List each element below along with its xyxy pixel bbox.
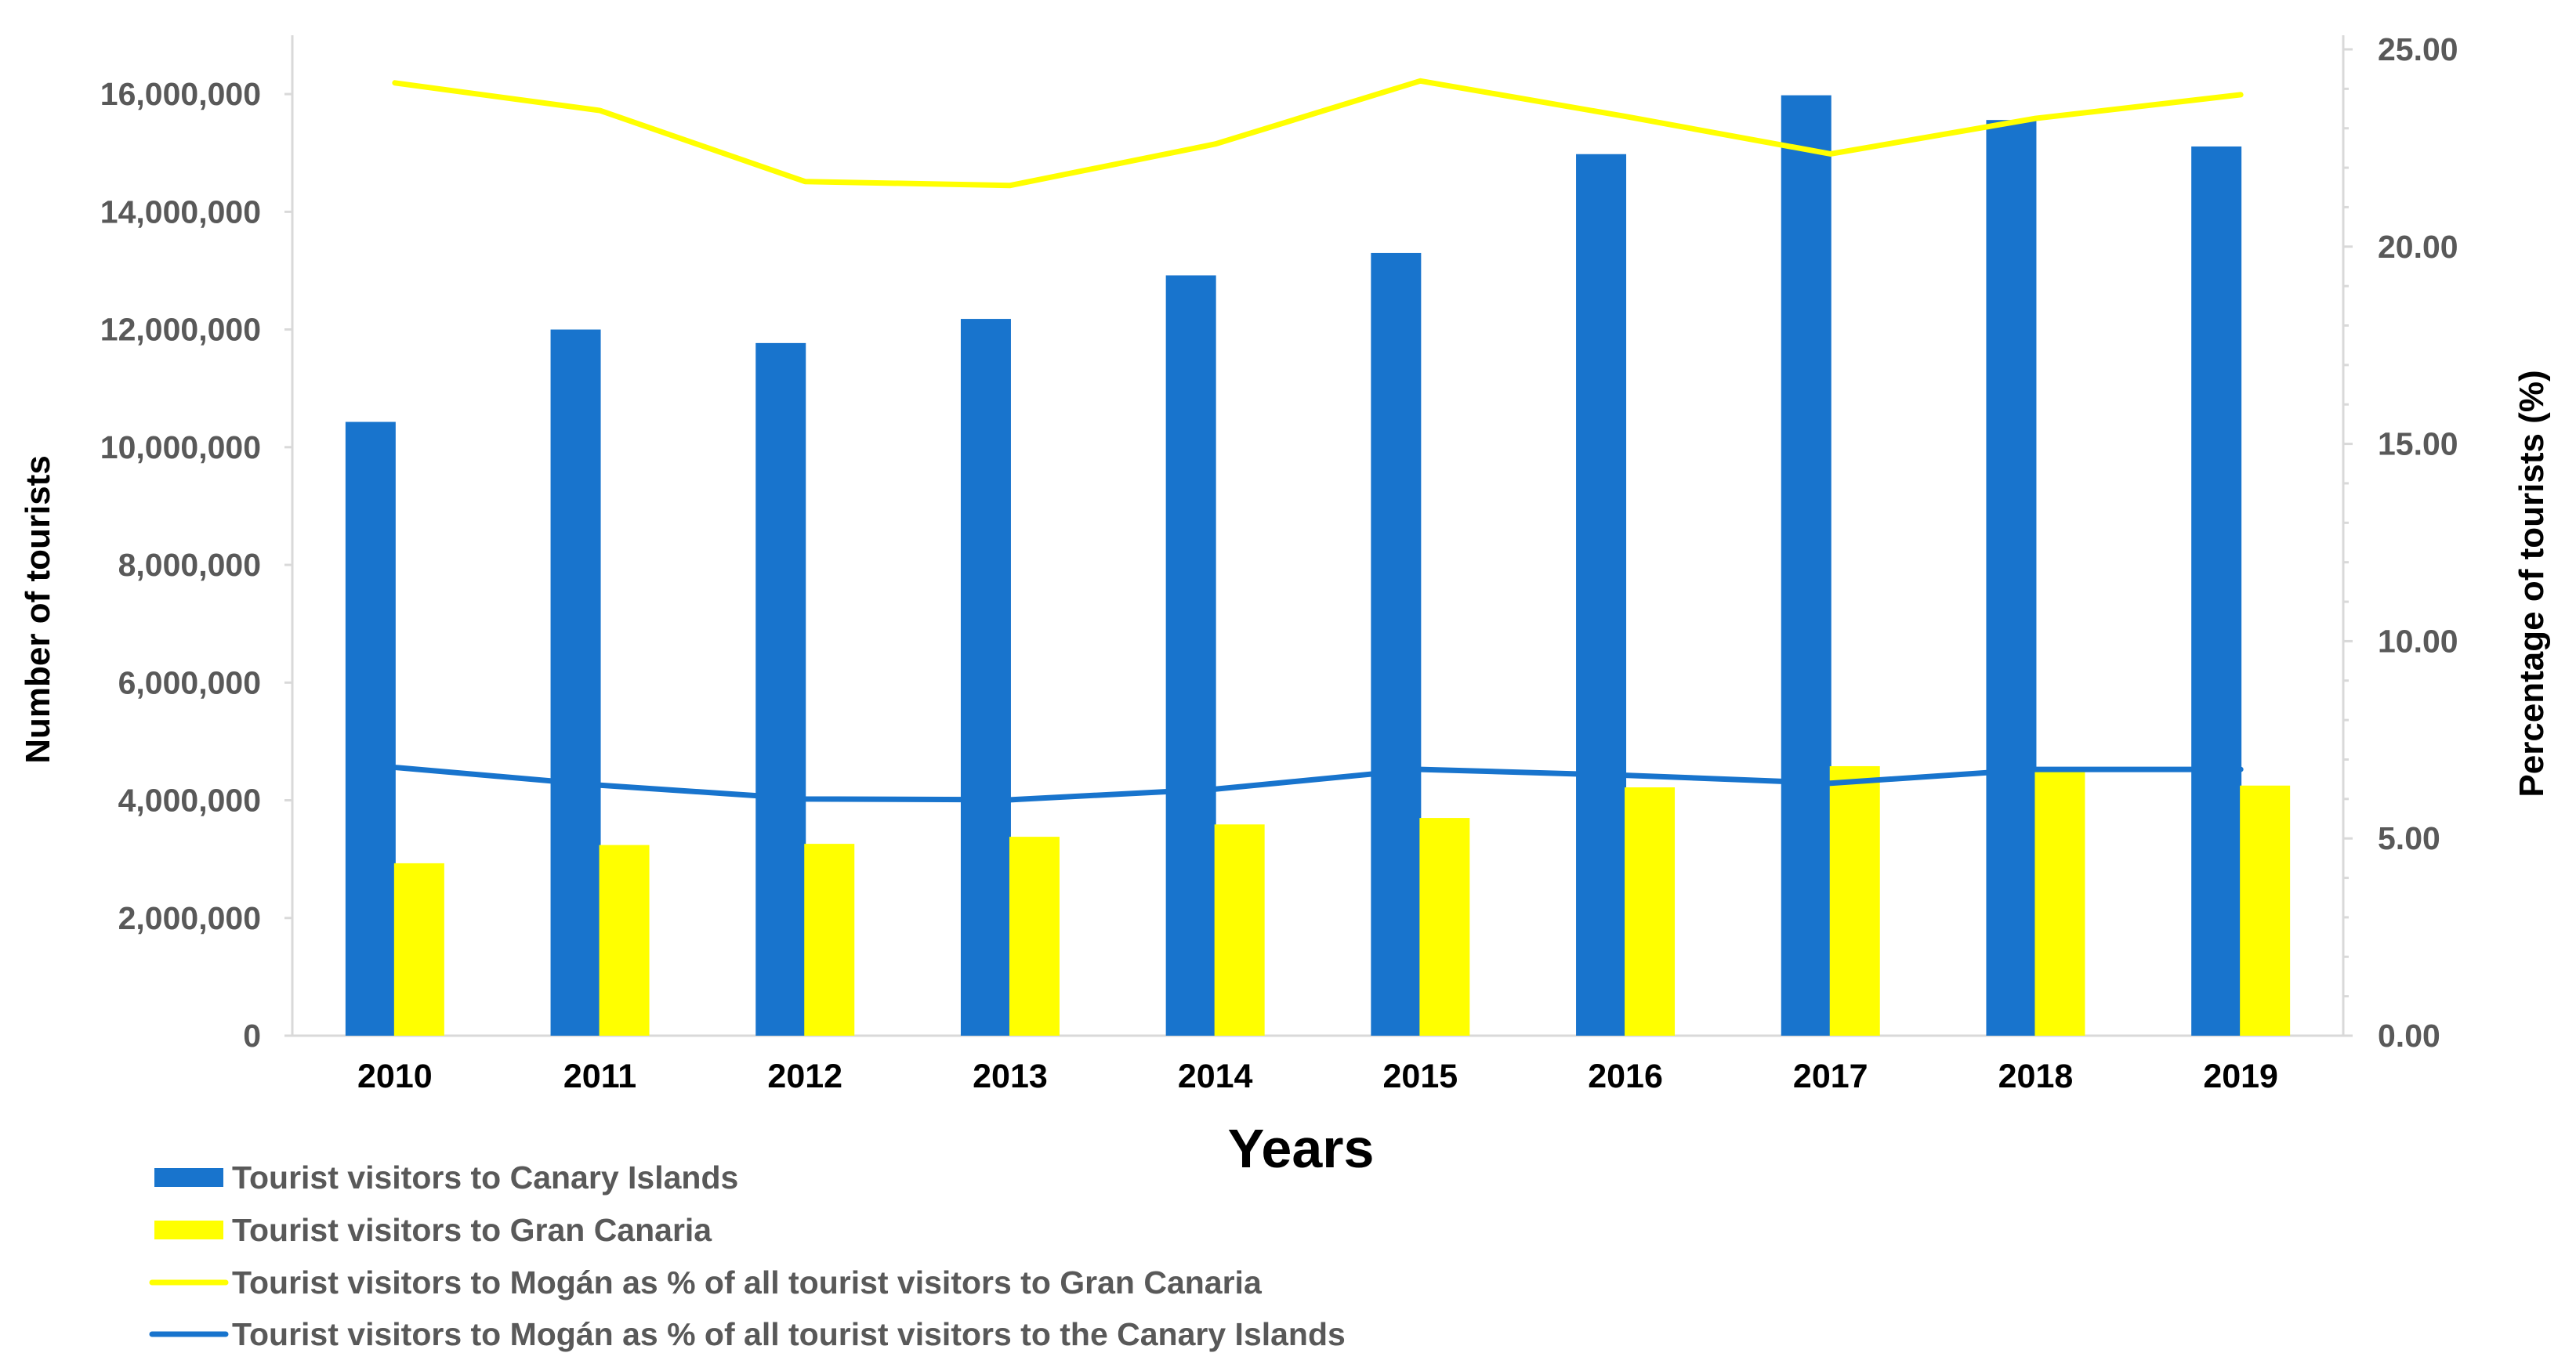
x-tick-label: 2012 [767,1058,842,1095]
x-axis-ticks: 2010 2011 2012 2013 2014 2015 2016 2017 2018 2019 [357,1058,2278,1095]
x-tick-label: 2013 [973,1058,1048,1095]
x-tick-label: 2016 [1588,1058,1663,1095]
bar-gran-canaria-2014 [1214,824,1265,1036]
left-tick-label: 6,000,000 [118,664,261,700]
bar-canary-islands-2010 [345,421,396,1036]
right-axis-ticks: 0.00 5.00 10.00 15.00 20.00 25.00 [2343,31,2458,1054]
bar-canary-islands-2015 [1371,252,1422,1036]
x-tick-label: 2010 [357,1058,433,1095]
x-axis-title: Years [1228,1118,1375,1179]
legend-label: Tourist visitors to Mogán as % of all to… [232,1316,1346,1352]
y-axis-title: Number of tourists [19,455,57,764]
right-tick-label: 0.00 [2378,1018,2440,1054]
line-mogan-pct-gran-canaria [392,78,2244,189]
bar-canary-islands-2018 [1986,120,2037,1036]
left-tick-label: 2,000,000 [118,900,261,936]
bar-gran-canaria-2010 [393,863,444,1036]
bar-gran-canaria-2019 [2240,785,2291,1036]
bar-gran-canaria-2017 [1829,765,1880,1036]
y2-axis-title: Percentage of tourists (%) [2513,370,2551,797]
bar-gran-canaria-2011 [599,845,650,1036]
bar-canary-islands-2016 [1576,154,1627,1036]
left-tick-label: 12,000,000 [100,312,261,348]
bar-canary-islands-2013 [960,319,1011,1036]
right-tick-label: 20.00 [2378,229,2458,265]
legend-swatch-bar [154,1168,223,1187]
x-tick-label: 2019 [2203,1058,2278,1095]
x-tick-label: 2011 [563,1058,636,1095]
legend-swatch-bar [154,1221,223,1239]
left-tick-label: 0 [243,1018,261,1054]
lines [392,78,2244,803]
bar-gran-canaria-2018 [2034,770,2085,1036]
right-tick-label: 10.00 [2378,623,2458,659]
bar-gran-canaria-2012 [804,844,855,1036]
legend-label: Tourist visitors to Gran Canaria [232,1212,712,1248]
bar-gran-canaria-2013 [1009,837,1060,1036]
left-tick-label: 14,000,000 [100,194,261,230]
bar-gran-canaria-2015 [1419,818,1470,1036]
bars [345,95,2291,1036]
right-tick-label: 5.00 [2378,820,2440,856]
line-mogan-pct-canary-islands [392,765,2244,803]
x-tick-label: 2018 [1998,1058,2074,1095]
bar-canary-islands-2017 [1781,95,1831,1036]
left-tick-label: 4,000,000 [118,783,261,819]
bar-canary-islands-2019 [2191,146,2242,1036]
legend-label: Tourist visitors to Mogán as % of all to… [232,1264,1263,1300]
left-tick-label: 16,000,000 [100,76,261,112]
left-axis-ticks: 0 2,000,000 4,000,000 6,000,000 8,000,000 10,… [100,76,292,1054]
legend-label: Tourist visitors to Canary Islands [232,1159,738,1196]
bar-canary-islands-2014 [1165,275,1216,1036]
bar-canary-islands-2012 [755,342,806,1036]
x-tick-label: 2015 [1383,1058,1458,1095]
bar-canary-islands-2011 [550,329,601,1036]
x-tick-label: 2014 [1178,1058,1253,1095]
right-tick-label: 15.00 [2378,426,2458,462]
left-tick-label: 8,000,000 [118,547,261,583]
x-tick-label: 2017 [1793,1058,1868,1095]
bar-gran-canaria-2016 [1625,787,1676,1036]
legend: Tourist visitors to Canary Islands Touris… [149,1159,1346,1352]
right-tick-label: 25.00 [2378,31,2458,67]
left-tick-label: 10,000,000 [100,429,261,465]
